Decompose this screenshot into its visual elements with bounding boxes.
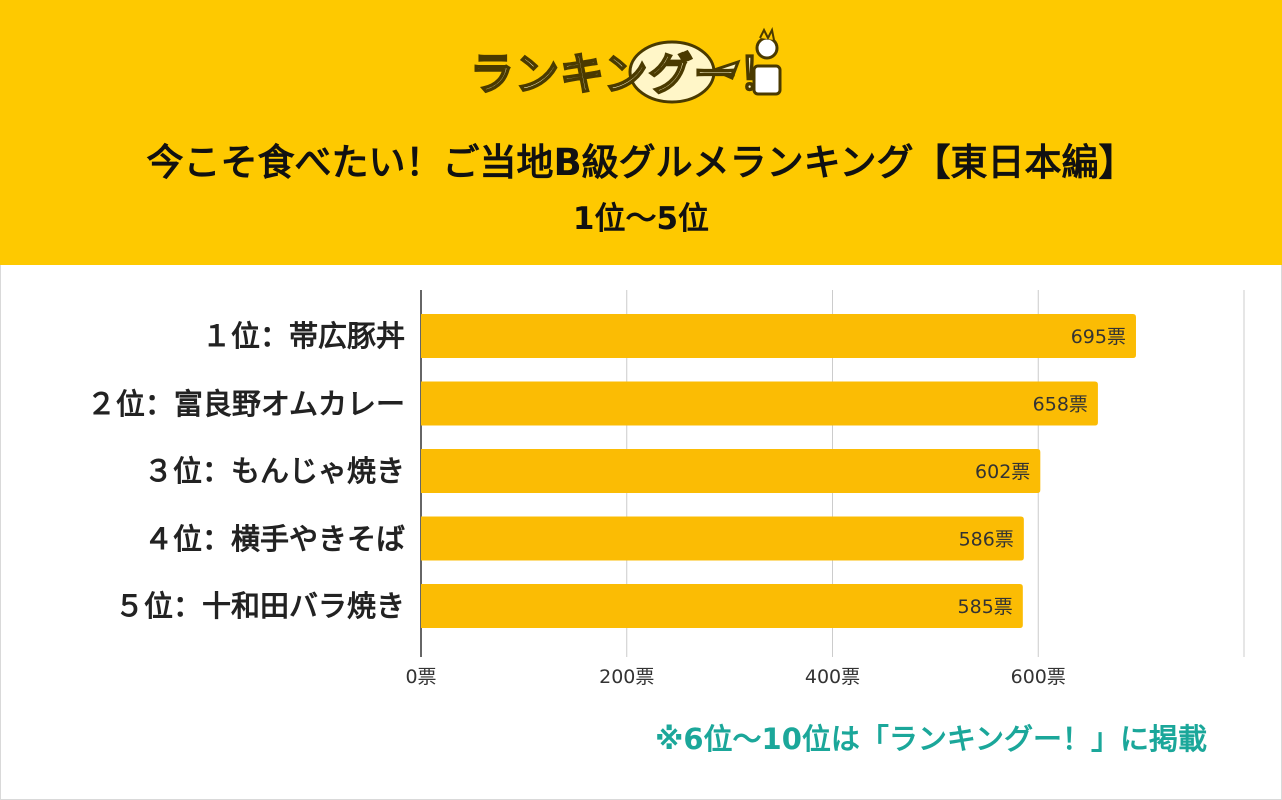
bar-chart-svg: 695票 658票 602票 586票 585票 0票 200票 400票 600票: [405, 290, 1245, 688]
logo: ランキングー！: [469, 26, 810, 106]
bar: [421, 314, 1136, 358]
x-tick-label: 600票: [1011, 666, 1066, 688]
footer-note: ※6位～10位は「ランキングー！」に掲載: [655, 722, 1207, 756]
logo-text: ランキングー！: [469, 48, 784, 101]
bar-value-label: 695票: [1071, 326, 1126, 348]
ranking-chart: 695票 658票 602票 586票 585票 0票 200票 400票 600票 １位：帯広…: [0, 265, 1282, 695]
category-label: ３位：もんじゃ焼き: [143, 454, 405, 488]
category-label: ２位：富良野オムカレー: [86, 386, 405, 421]
x-tick-label: 400票: [805, 666, 860, 688]
bar: [421, 381, 1098, 426]
bar: [421, 516, 1024, 561]
category-label: ５位：十和田バラ焼き: [114, 589, 405, 623]
bar-value-label: 586票: [959, 529, 1014, 551]
category-label: １位：帯広豚丼: [201, 319, 405, 353]
bar-value-label: 602票: [975, 461, 1030, 483]
category-label: ４位：横手やきそば: [143, 521, 405, 556]
bar: [421, 449, 1041, 493]
x-tick-label: 200票: [599, 666, 654, 688]
page-title: 今こそ食べたい！ご当地B級グルメランキング【東日本編】: [146, 141, 1136, 184]
header-banner: ランキングー！ 今こそ食べたい！ご当地B級グルメランキング【東日本編】 1位～5…: [0, 0, 1282, 265]
logo-bubble-graphic: [628, 26, 782, 104]
bar-value-label: 585票: [958, 596, 1013, 618]
page-subtitle: 1位～5位: [572, 201, 710, 237]
x-tick-label: 0票: [405, 666, 436, 688]
bar: [421, 584, 1023, 628]
bar-value-label: 658票: [1033, 394, 1088, 416]
